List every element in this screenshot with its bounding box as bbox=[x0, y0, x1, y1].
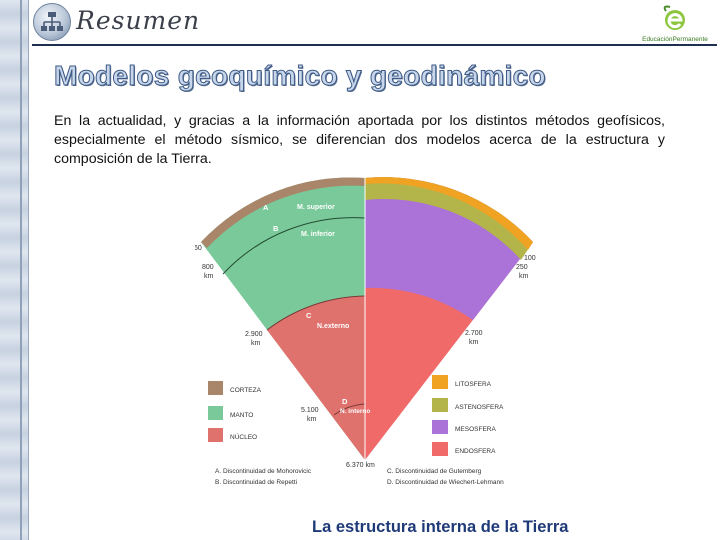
note-repetti: B. Discontinuidad de Repetti bbox=[215, 479, 297, 486]
note-mohorovicic: A. Discontinuidad de Mohorovicic bbox=[215, 468, 312, 475]
depth-2900-label: 2.900 bbox=[245, 331, 263, 338]
layer-mark-c: C bbox=[306, 311, 312, 320]
legend-label-litosfera: LITOSFERA bbox=[455, 381, 492, 388]
outer-core-label: N.externo bbox=[317, 323, 349, 330]
nucleo-sector bbox=[267, 296, 365, 460]
inner-core-label: N. interno bbox=[340, 408, 370, 415]
astenosfera-band bbox=[365, 177, 533, 260]
legend-label-mesosfera: MESOSFERA bbox=[455, 426, 496, 433]
network-hierarchy-icon bbox=[33, 3, 71, 41]
brand-name: EducaciónPermanente bbox=[642, 36, 708, 43]
wiechert-line bbox=[333, 403, 366, 416]
slide-title: Modelos geoquímico y geodinámico bbox=[54, 60, 547, 92]
center-depth-label: 6.370 km bbox=[346, 462, 375, 469]
lower-mantle-label: M. inferior bbox=[301, 231, 335, 238]
repetti-line bbox=[222, 217, 366, 275]
layer-mark-d: D bbox=[342, 397, 348, 406]
depth-250-unit: km bbox=[519, 273, 529, 280]
legend-swatch-nucleo bbox=[208, 428, 223, 442]
legend-swatch-litosfera bbox=[432, 375, 448, 389]
earth-structure-figure: A B M. superior M. inferior C N.externo … bbox=[195, 170, 545, 492]
brand-logo: EducaciónPermanente bbox=[636, 5, 714, 43]
gutemberg-line bbox=[266, 295, 366, 331]
legend-label-manto: MANTO bbox=[230, 412, 253, 419]
depth-800-label: 800 bbox=[202, 264, 214, 271]
legend-swatch-endosfera bbox=[432, 442, 448, 456]
depth-250-label: 250 bbox=[516, 264, 528, 271]
intro-paragraph: En la actualidad, y gracias a la informa… bbox=[54, 113, 665, 167]
depth-800-unit: km bbox=[204, 273, 214, 280]
legend-swatch-astenosfera bbox=[432, 398, 448, 412]
corteza-band bbox=[201, 177, 365, 248]
legend-label-astenosfera: ASTENOSFERA bbox=[455, 404, 504, 411]
legend-swatch-corteza bbox=[208, 381, 223, 395]
layer-mark-b: B bbox=[273, 224, 279, 233]
header-divider bbox=[32, 44, 717, 46]
legend-swatch-mesosfera bbox=[432, 420, 448, 434]
depth-2900-unit: km bbox=[251, 340, 261, 347]
depth-5100-unit: km bbox=[307, 416, 317, 423]
note-wiechert-lehmann: D. Discontinuidad de Wiechert-Lehmann bbox=[387, 479, 504, 486]
depth-2700-unit: km bbox=[469, 339, 479, 346]
upper-mantle-label: M. superior bbox=[297, 204, 335, 211]
layer-mark-a: A bbox=[263, 203, 269, 212]
depth-100-label: 100 bbox=[524, 255, 536, 262]
legend-label-endosfera: ENDOSFERA bbox=[455, 448, 496, 455]
header-title: Resumen bbox=[76, 6, 201, 35]
figure-caption: La estructura interna de la Tierra bbox=[312, 518, 569, 536]
depth-60-label: 60 bbox=[195, 245, 202, 252]
litosfera-band bbox=[365, 177, 533, 250]
legend-label-nucleo: NÚCLEO bbox=[230, 432, 257, 441]
legend-swatch-manto bbox=[208, 406, 223, 420]
depth-5100-label: 5.100 bbox=[301, 407, 319, 414]
legend-label-corteza: CORTEZA bbox=[230, 387, 262, 394]
depth-2700-label: 2.700 bbox=[465, 330, 483, 337]
note-gutemberg: C. Discontinuidad de Gutemberg bbox=[387, 468, 482, 475]
e-leaf-logo-icon bbox=[663, 5, 685, 30]
side-decoration-strip bbox=[0, 0, 29, 540]
